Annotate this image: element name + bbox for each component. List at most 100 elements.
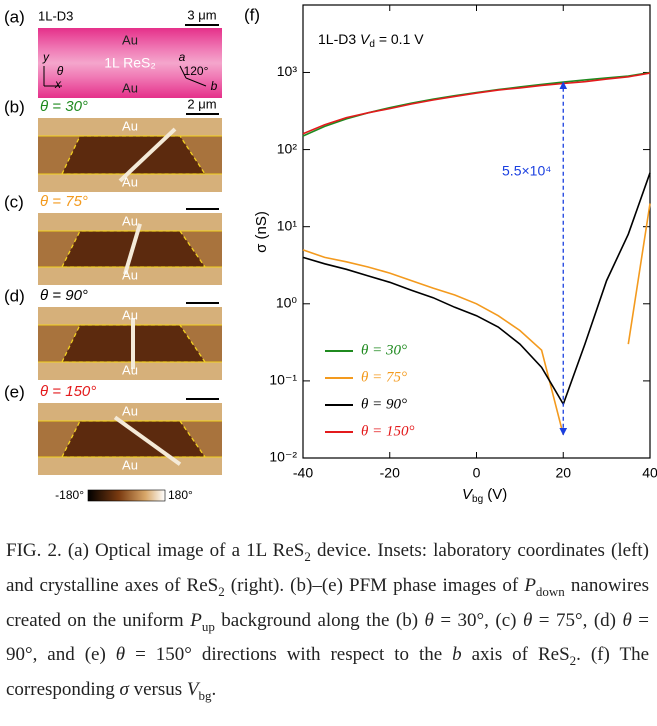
caption-part: axis of ReS: [461, 644, 570, 666]
caption-part: versus: [128, 679, 187, 701]
au-label: Au: [122, 118, 138, 133]
au-label: Au: [122, 32, 138, 47]
lab-axes: [43, 66, 62, 87]
caption-part: P: [190, 609, 202, 631]
y-tick-label: 10¹: [277, 217, 298, 233]
axis-letter: y: [42, 50, 50, 64]
caption-part: (right). (b)–(e) PFM phase images of: [224, 574, 525, 596]
annotation: 5.5×10⁴: [502, 163, 551, 179]
au-region: [38, 267, 222, 285]
x-axis-label-part: V: [462, 486, 474, 503]
caption-part: FIG. 2. (a) Optical image of a 1L ReS: [6, 540, 305, 561]
nanowire: [123, 223, 142, 275]
caption-part: 2: [304, 548, 311, 564]
y-tick-label: 10²: [277, 140, 298, 156]
series-line: [302, 172, 651, 406]
caption-part: θ: [424, 609, 434, 631]
note-part: d: [369, 39, 375, 50]
x-tick-label: -20: [380, 465, 400, 481]
caption-part: nanowires created on the uniform: [6, 574, 649, 631]
x-tick-label: 20: [555, 465, 571, 481]
material-label: 1L ReS₂: [104, 55, 156, 71]
panel-label: (b): [4, 97, 25, 116]
channel: [62, 421, 205, 457]
series-line: [302, 71, 651, 137]
legend-label: θ = 75°: [361, 369, 407, 385]
channel: [62, 136, 205, 174]
sample-name: 1L-D3: [38, 8, 73, 23]
au-region: [38, 403, 222, 421]
legend-label: θ = 150°: [361, 423, 415, 439]
axis-letter: x: [54, 77, 62, 91]
au-region: [38, 307, 222, 325]
scale-label: 3 μm: [187, 7, 216, 22]
au-label: Au: [122, 457, 138, 472]
caption-part: device. Insets: laboratory coordinates (…: [6, 540, 650, 596]
y-tick-label: 10⁰: [276, 294, 298, 310]
x-tick-label: 0: [473, 465, 481, 481]
x-axis-label: Vbg (V): [462, 486, 507, 505]
caption-part: up: [201, 618, 215, 634]
caption-part: = 90°, and (e): [6, 609, 649, 666]
caption-part: 2: [569, 653, 577, 669]
caption-part: .: [211, 679, 217, 701]
caption-part: σ: [119, 679, 129, 701]
caption-part: θ: [522, 609, 533, 631]
y-tick-label: 10³: [277, 63, 298, 79]
caption-part: V: [186, 679, 199, 701]
axis-letter: b: [211, 79, 218, 93]
caption-part: background along the (b): [214, 609, 425, 631]
x-tick-label: 40: [642, 465, 657, 481]
caption: FIG. 2. (a) Optical image of a 1L ReS2 d…: [6, 536, 649, 710]
angle-label: θ = 150°: [40, 383, 96, 400]
au-label: Au: [122, 174, 138, 189]
axis-letter: a: [179, 50, 186, 64]
au-region: [38, 118, 222, 136]
nanowire: [118, 127, 177, 183]
panel-label: (f): [244, 5, 260, 24]
y-axis-label: σ (nS): [253, 211, 270, 253]
colorbar-label: -180°: [55, 488, 84, 502]
colorbar: [87, 489, 166, 502]
caption-part: down: [535, 583, 565, 599]
x-tick-label: -40: [293, 465, 313, 481]
y-tick-label: 10⁻²: [269, 449, 297, 465]
angle-label: θ = 90°: [40, 287, 88, 304]
au-label: Au: [122, 267, 138, 282]
au-label: Au: [122, 307, 138, 322]
x-axis-label-part: (V): [483, 486, 507, 503]
panel-label: (e): [4, 382, 25, 401]
plot-frame: [302, 4, 651, 459]
note-part: 1L-D3: [318, 31, 360, 47]
note-part: = 0.1 V: [375, 31, 424, 47]
au-label: Au: [122, 403, 138, 418]
colorbar-label: 180°: [168, 488, 193, 502]
caption-part: = 75°, (d): [532, 609, 623, 631]
panel-label: (d): [4, 286, 25, 305]
au-label: Au: [122, 80, 138, 95]
axis-letter: θ: [57, 64, 64, 78]
caption-part: b: [452, 644, 462, 666]
caption-part: . (f) The corresponding: [6, 644, 649, 701]
caption-part: θ: [115, 644, 126, 666]
series-line: [302, 72, 651, 135]
angle-label: θ = 75°: [40, 193, 88, 210]
note-part: V: [360, 31, 371, 47]
y-tick-label: 10⁻¹: [269, 372, 297, 388]
caption-part: bg: [198, 687, 212, 703]
scale-label: 2 μm: [187, 96, 216, 111]
panel-label: (c): [4, 192, 24, 211]
caption-part: = 30°, (c): [433, 609, 523, 631]
au-region: [38, 213, 222, 231]
au-label: Au: [122, 213, 138, 228]
note: 1L-D3 Vd = 0.1 V: [318, 31, 424, 50]
legend-label: θ = 90°: [361, 396, 407, 412]
x-axis-label-part: bg: [472, 494, 483, 505]
caption-part: = 150° directions with respect to the: [125, 644, 453, 666]
axis-letter: 120°: [184, 64, 209, 78]
nanowire: [113, 415, 182, 466]
au-region: [38, 174, 222, 192]
crystal-axes: [179, 65, 207, 87]
